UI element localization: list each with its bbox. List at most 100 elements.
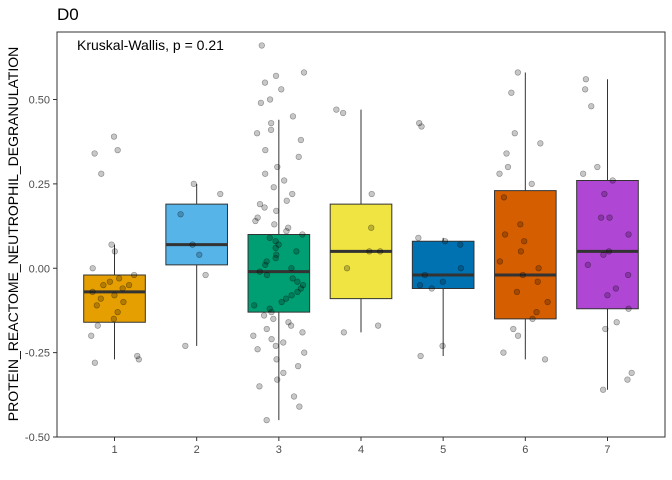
data-point <box>256 268 263 275</box>
data-point <box>114 309 121 316</box>
data-point <box>91 359 98 366</box>
data-point <box>278 86 285 93</box>
data-point <box>604 292 611 299</box>
data-point <box>281 177 288 184</box>
data-point <box>294 278 301 285</box>
data-point <box>263 271 271 279</box>
data-point <box>295 153 302 160</box>
data-point <box>496 170 503 177</box>
y-tick-label: -0.50 <box>25 432 50 444</box>
data-point <box>609 177 616 184</box>
data-point <box>271 221 278 228</box>
data-point <box>189 241 196 248</box>
data-point <box>517 221 524 228</box>
data-point <box>280 369 287 376</box>
data-point <box>261 204 268 211</box>
data-point <box>439 278 446 285</box>
x-tick-label: 2 <box>194 444 200 456</box>
data-point <box>416 282 424 289</box>
data-point <box>110 315 117 322</box>
data-point <box>266 96 274 103</box>
data-point <box>541 356 549 363</box>
data-point <box>296 403 303 410</box>
data-point <box>100 282 107 289</box>
data-point <box>299 282 307 289</box>
x-tick-label: 3 <box>276 444 282 456</box>
data-point <box>428 285 435 292</box>
data-point <box>262 170 269 177</box>
data-point <box>514 69 521 76</box>
data-point <box>98 170 105 177</box>
data-point <box>441 238 449 245</box>
data-point <box>274 376 281 383</box>
box-5 <box>411 240 475 289</box>
data-point <box>261 79 269 86</box>
data-point <box>120 298 127 306</box>
data-point <box>252 217 259 225</box>
data-point <box>500 194 508 201</box>
data-point <box>289 190 296 198</box>
data-point <box>340 329 347 336</box>
data-point <box>202 271 209 279</box>
data-point <box>537 140 544 147</box>
data-point <box>517 248 525 255</box>
data-point <box>606 214 613 221</box>
data-point <box>496 258 503 265</box>
data-point <box>190 180 197 187</box>
data-point <box>267 126 275 133</box>
data-point <box>297 136 305 144</box>
data-point <box>600 251 607 258</box>
data-point <box>544 298 551 306</box>
box-3 <box>247 234 311 313</box>
data-point <box>285 319 292 326</box>
y-tick-label: 0.50 <box>29 95 50 107</box>
data-point <box>504 163 512 171</box>
data-point <box>288 265 295 272</box>
data-point <box>416 120 423 127</box>
data-point <box>273 251 280 258</box>
data-point <box>584 261 591 268</box>
data-point <box>260 312 268 319</box>
data-point <box>278 298 285 306</box>
data-point <box>285 224 292 231</box>
x-tick-label: 5 <box>440 444 446 456</box>
data-point <box>274 163 281 171</box>
data-point <box>111 248 118 255</box>
data-point <box>418 123 425 130</box>
data-point <box>333 106 340 113</box>
data-point <box>108 241 115 248</box>
data-point <box>457 265 465 272</box>
data-point <box>628 369 635 376</box>
data-point <box>588 103 595 110</box>
box-1 <box>83 274 146 323</box>
data-point <box>293 248 300 255</box>
data-point <box>439 342 446 349</box>
data-point <box>625 231 632 238</box>
data-point <box>97 295 104 302</box>
data-point <box>250 332 257 339</box>
data-point <box>600 386 607 393</box>
data-point <box>268 120 275 127</box>
data-point <box>299 231 306 238</box>
data-point <box>270 184 277 191</box>
data-point <box>602 325 609 333</box>
data-point <box>283 228 290 235</box>
data-point <box>417 352 424 360</box>
data-point <box>594 163 601 171</box>
data-point <box>368 190 375 198</box>
data-point <box>270 315 277 322</box>
data-point <box>283 197 290 204</box>
data-point <box>263 325 270 333</box>
data-point <box>580 170 587 177</box>
data-point <box>253 130 261 137</box>
data-point <box>511 130 518 137</box>
data-point <box>88 332 95 339</box>
data-point <box>272 342 279 349</box>
data-point <box>196 251 203 258</box>
data-point <box>256 383 263 390</box>
data-point <box>288 292 295 299</box>
data-point <box>625 271 632 279</box>
data-point <box>519 271 526 279</box>
data-point <box>343 265 351 272</box>
